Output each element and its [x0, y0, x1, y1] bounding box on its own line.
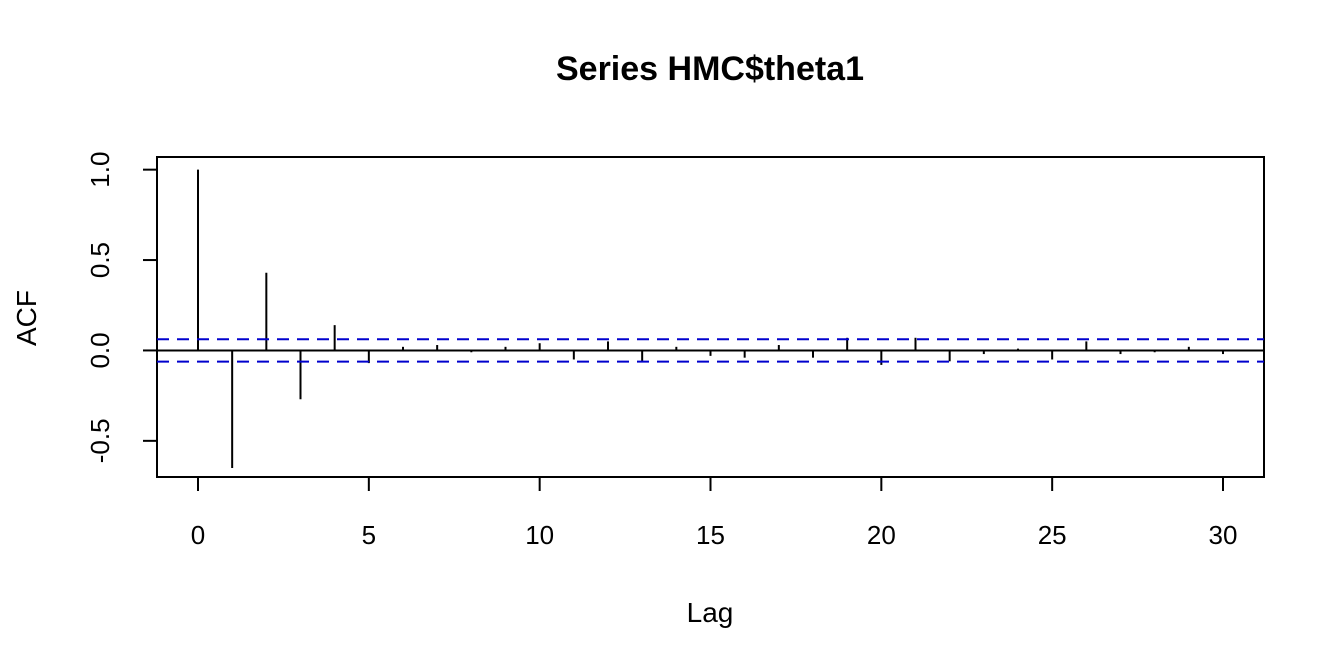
x-tick-label: 15 [696, 520, 725, 550]
x-tick-label: 10 [525, 520, 554, 550]
y-tick-label: 0.0 [85, 332, 115, 368]
x-tick-label: 25 [1038, 520, 1067, 550]
x-tick-label: 0 [191, 520, 205, 550]
x-tick-label: 20 [867, 520, 896, 550]
y-axis-label: ACF [11, 290, 42, 346]
chart-title: Series HMC$theta1 [556, 50, 864, 88]
x-axis: 0 5 10 15 20 25 30 [191, 476, 1238, 550]
acf-marks [157, 169, 1264, 468]
x-tick-label: 30 [1209, 520, 1238, 550]
y-tick-label: 0.5 [85, 242, 115, 278]
x-tick-label: 5 [362, 520, 376, 550]
y-axis: -0.5 0.0 0.5 1.0 [85, 152, 158, 463]
plot-frame [156, 156, 1265, 478]
y-tick-label: -0.5 [85, 418, 115, 463]
y-tick-label: 1.0 [85, 152, 115, 188]
x-axis-label: Lag [687, 597, 734, 628]
